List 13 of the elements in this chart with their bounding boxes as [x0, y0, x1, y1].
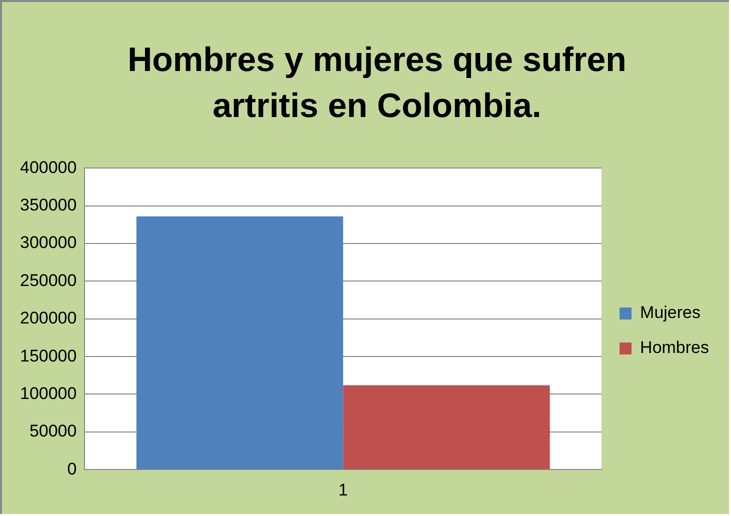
y-tick-label: 100000	[20, 384, 77, 403]
y-tick-label: 350000	[20, 196, 77, 215]
y-tick-label: 200000	[20, 308, 77, 328]
legend-label: Hombres	[640, 338, 710, 358]
legend-label: Mujeres	[640, 303, 701, 322]
y-tick-label: 250000	[20, 270, 77, 290]
chart-title: Hombres y mujeres que sufren artritis en Colombia.	[126, 40, 628, 127]
y-tick-label: 400000	[20, 158, 77, 177]
y-tick-label: 150000	[20, 346, 77, 366]
y-tick-label: 0	[67, 459, 77, 478]
x-tick-label: 1	[338, 480, 348, 500]
y-tick-label: 300000	[20, 233, 77, 252]
y-tick-label: 50000	[29, 422, 77, 441]
